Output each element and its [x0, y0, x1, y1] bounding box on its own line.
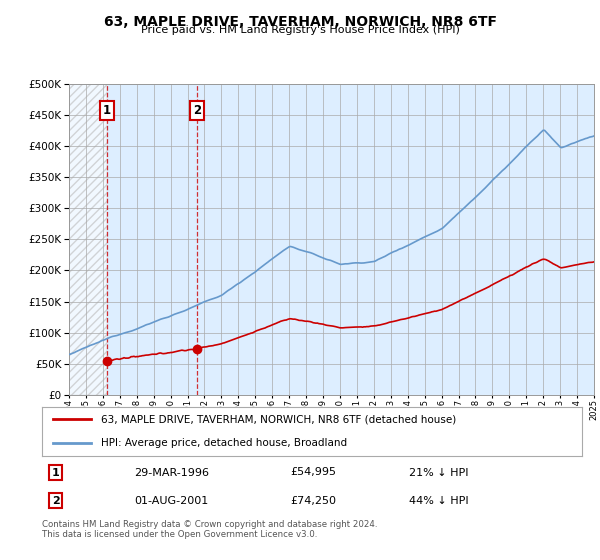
Text: £54,995: £54,995 — [290, 468, 337, 478]
Text: 01-AUG-2001: 01-AUG-2001 — [134, 496, 208, 506]
Text: 1: 1 — [52, 468, 59, 478]
Text: 2: 2 — [52, 496, 59, 506]
Text: 63, MAPLE DRIVE, TAVERHAM, NORWICH, NR8 6TF: 63, MAPLE DRIVE, TAVERHAM, NORWICH, NR8 … — [104, 15, 497, 29]
Bar — [69, 84, 107, 395]
Text: 2: 2 — [193, 104, 202, 117]
Text: HPI: Average price, detached house, Broadland: HPI: Average price, detached house, Broa… — [101, 438, 347, 448]
Text: 1: 1 — [103, 104, 111, 117]
Text: Price paid vs. HM Land Registry's House Price Index (HPI): Price paid vs. HM Land Registry's House … — [140, 25, 460, 35]
Text: 63, MAPLE DRIVE, TAVERHAM, NORWICH, NR8 6TF (detached house): 63, MAPLE DRIVE, TAVERHAM, NORWICH, NR8 … — [101, 414, 457, 424]
Text: 21% ↓ HPI: 21% ↓ HPI — [409, 468, 469, 478]
Text: 44% ↓ HPI: 44% ↓ HPI — [409, 496, 469, 506]
Text: Contains HM Land Registry data © Crown copyright and database right 2024.
This d: Contains HM Land Registry data © Crown c… — [42, 520, 377, 539]
Text: £74,250: £74,250 — [290, 496, 337, 506]
Text: 29-MAR-1996: 29-MAR-1996 — [134, 468, 209, 478]
